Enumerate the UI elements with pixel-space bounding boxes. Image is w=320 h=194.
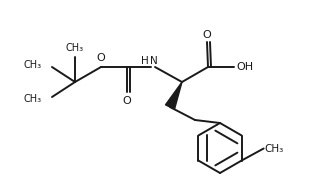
Text: CH₃: CH₃ <box>24 94 42 104</box>
Text: CH₃: CH₃ <box>264 144 283 153</box>
Text: N: N <box>150 56 158 66</box>
Text: O: O <box>123 96 132 106</box>
Text: H: H <box>141 56 149 66</box>
Text: OH: OH <box>236 62 253 72</box>
Text: CH₃: CH₃ <box>66 43 84 53</box>
Text: CH₃: CH₃ <box>24 60 42 70</box>
Text: O: O <box>97 53 105 63</box>
Polygon shape <box>165 82 182 109</box>
Text: O: O <box>203 30 212 40</box>
